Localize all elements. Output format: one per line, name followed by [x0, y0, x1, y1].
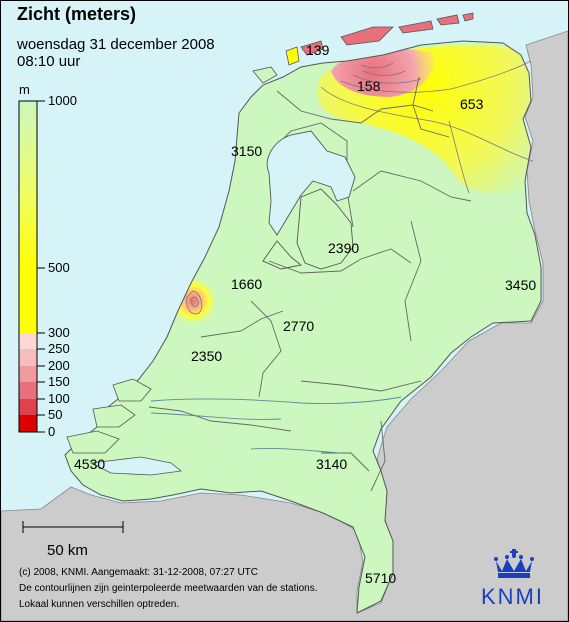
- legend-tick: 200: [48, 358, 70, 373]
- station-value-de-kooy: 3150: [231, 143, 263, 159]
- station-value-lauwersoog: 158: [357, 78, 381, 94]
- legend-tick: 50: [48, 407, 63, 422]
- map-title: Zicht (meters): [17, 4, 137, 24]
- legend-tick: 0: [48, 424, 56, 439]
- legend-tick: 150: [48, 374, 70, 389]
- netherlands-land: [64, 40, 542, 614]
- scale-bar-label: 50 km: [47, 542, 88, 559]
- footer-note: De contourlijnen zijn geinterpoleerde me…: [19, 583, 318, 594]
- legend-tick: 1000: [48, 93, 77, 108]
- legend-unit: m: [19, 82, 30, 97]
- station-value-eelde: 653: [460, 96, 484, 112]
- station-value-eindhoven: 3140: [316, 456, 348, 472]
- legend-tick: 300: [48, 325, 70, 340]
- delta-islands: [66, 378, 182, 476]
- station-value-maastricht: 5710: [365, 570, 397, 586]
- wadden-islands: [252, 12, 474, 84]
- station-value-schiphol: 1660: [231, 276, 263, 292]
- rivers: [150, 396, 402, 454]
- station-value-de-bilt: 2770: [283, 318, 315, 334]
- scale-bar: [22, 521, 124, 533]
- province-borders: [148, 76, 472, 492]
- station-value-rotterdam: 2350: [191, 348, 223, 364]
- knmi-logo: KNMI: [481, 584, 544, 609]
- legend-tick: 100: [48, 391, 70, 406]
- station-value-twenthe: 3450: [505, 277, 537, 293]
- inland-water: [262, 130, 356, 270]
- station-value-vlieland: 139: [306, 42, 330, 58]
- station-value-lelystad: 2390: [328, 240, 360, 256]
- contour-lines: [186, 60, 534, 315]
- station-value-vlissingen: 4530: [74, 456, 106, 472]
- map-time: 08:10 uur: [17, 53, 81, 70]
- crown-icon: [494, 549, 534, 578]
- map-date: woensdag 31 december 2008: [17, 36, 215, 53]
- copyright-text: (c) 2008, KNMI. Aangemaakt: 31-12-2008, …: [19, 567, 259, 578]
- footer-note: Lokaal kunnen verschillen optreden.: [19, 599, 180, 610]
- legend-color-bar: [18, 100, 45, 433]
- legend-tick: 250: [48, 341, 70, 356]
- legend-tick: 500: [48, 260, 70, 275]
